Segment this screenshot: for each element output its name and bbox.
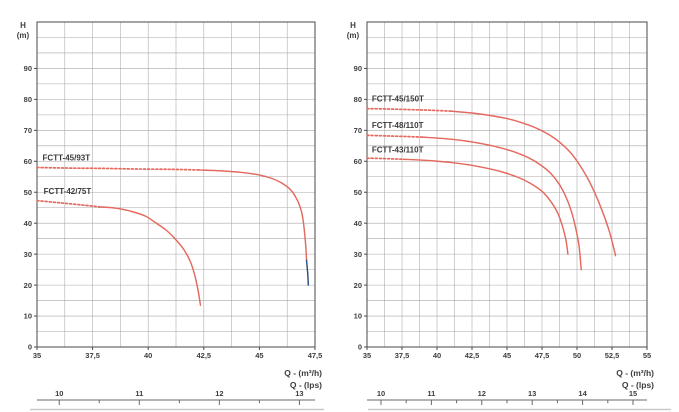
x-axis-title: Q - (m³/h) xyxy=(284,368,322,378)
x-tick-label: 45 xyxy=(255,351,263,360)
x-tick-label: 47,5 xyxy=(535,351,550,360)
curve-segment-fctt-48-110t xyxy=(366,134,424,138)
y-axis-unit: (m) xyxy=(17,31,30,40)
y-tick-label: 80 xyxy=(354,95,362,104)
x-tick-label: 52,5 xyxy=(605,351,620,360)
left-chart: 0 10 20 30 40 50 60 70 80 90 35 37,5 40 42,5 45 47,5 H (m… xyxy=(17,21,324,411)
right-chart-svg: 0 10 20 30 40 50 60 70 80 90 35 37,5 40 42,5 45 47,5 50 5… xyxy=(347,21,671,411)
x-axis-secondary-title: Q - (lps) xyxy=(290,380,322,390)
y-tick-label: 50 xyxy=(354,188,362,197)
y-tick-label: 30 xyxy=(354,250,362,259)
right-chart: 0 10 20 30 40 50 60 70 80 90 35 37,5 40 42,5 45 47,5 50 5… xyxy=(339,0,679,412)
x-tick-label: 35 xyxy=(363,351,371,360)
lps-tick-label: 10 xyxy=(55,389,63,398)
curve-segment-fctt-48-110t xyxy=(422,136,582,271)
lps-tick-label: 12 xyxy=(215,389,223,398)
x-axis-secondary-title: Q - (lps) xyxy=(622,380,654,390)
y-tick-label: 50 xyxy=(24,188,32,197)
curve-segment-fctt-45-150t xyxy=(450,110,617,257)
y-tick-label: 0 xyxy=(28,343,32,352)
y-tick-label: 20 xyxy=(354,281,362,290)
lps-tick-label: 10 xyxy=(377,389,385,398)
lps-tick-label: 12 xyxy=(478,389,486,398)
curve-segment-fctt-42-75t xyxy=(36,199,101,208)
x-tick-label: 47,5 xyxy=(308,351,323,360)
curve-segment-fctt-45-93t xyxy=(36,166,201,171)
y-tick-label: 30 xyxy=(24,250,32,259)
lps-tick-label: 13 xyxy=(295,389,303,398)
y-tick-label: 40 xyxy=(24,219,32,228)
y-tick-label: 40 xyxy=(354,219,362,228)
curve-segment-fctt-45-150t xyxy=(366,107,452,112)
x-tick-label: 37,5 xyxy=(395,351,410,360)
y-tick-label: 10 xyxy=(354,312,362,321)
x-axis-title: Q - (m³/h) xyxy=(616,368,654,378)
plot-frame xyxy=(36,21,316,348)
curve-label: FCTT-45/93T xyxy=(43,153,91,162)
x-tick-label: 45 xyxy=(503,351,511,360)
y-axis-unit: (m) xyxy=(347,31,360,40)
left-chart-svg: 0 10 20 30 40 50 60 70 80 90 35 37,5 40 42,5 45 47,5 H(m… xyxy=(17,21,324,411)
y-tick-label: 60 xyxy=(354,157,362,166)
y-tick-label: 70 xyxy=(354,126,362,135)
x-tick-label: 35 xyxy=(33,351,41,360)
lps-tick-label: 14 xyxy=(578,389,587,398)
curve-segment-fctt-43-110t xyxy=(366,157,405,161)
x-tick-label: 40 xyxy=(144,351,152,360)
curve-label: FCTT-45/150T xyxy=(372,95,424,104)
y-tick-label: 20 xyxy=(24,281,32,290)
x-tick-label: 50 xyxy=(573,351,581,360)
curve-segment-fctt-45-93t xyxy=(198,169,308,262)
y-tick-label: 90 xyxy=(354,64,362,73)
curve-segment-fctt-43-110t xyxy=(402,158,569,255)
lps-tick-label: 15 xyxy=(629,389,637,398)
curve-segment-fctt-45-93t xyxy=(305,259,310,286)
y-tick-label: 60 xyxy=(24,157,32,166)
x-tick-label: 42,5 xyxy=(465,351,480,360)
y-tick-label: 0 xyxy=(358,343,362,352)
y-tick-label: 80 xyxy=(24,95,32,104)
y-tick-label: 90 xyxy=(24,64,32,73)
y-tick-label: 70 xyxy=(24,126,32,135)
lps-tick-label: 11 xyxy=(135,389,143,398)
x-tick-label: 55 xyxy=(643,351,651,360)
curve-label: FCTT-42/75T xyxy=(44,187,92,196)
x-tick-label: 37,5 xyxy=(85,351,100,360)
x-tick-label: 42,5 xyxy=(196,351,211,360)
curve-label: FCTT-48/110T xyxy=(372,121,424,130)
x-tick-label: 40 xyxy=(433,351,441,360)
curve-label: FCTT-43/110T xyxy=(372,145,424,154)
y-axis-title: H xyxy=(20,21,26,30)
curve-segment-fctt-42-75t xyxy=(98,206,202,306)
y-axis-title: H xyxy=(350,21,356,30)
y-tick-label: 10 xyxy=(24,312,32,321)
lps-tick-label: 11 xyxy=(427,389,435,398)
lps-tick-label: 13 xyxy=(528,389,536,398)
